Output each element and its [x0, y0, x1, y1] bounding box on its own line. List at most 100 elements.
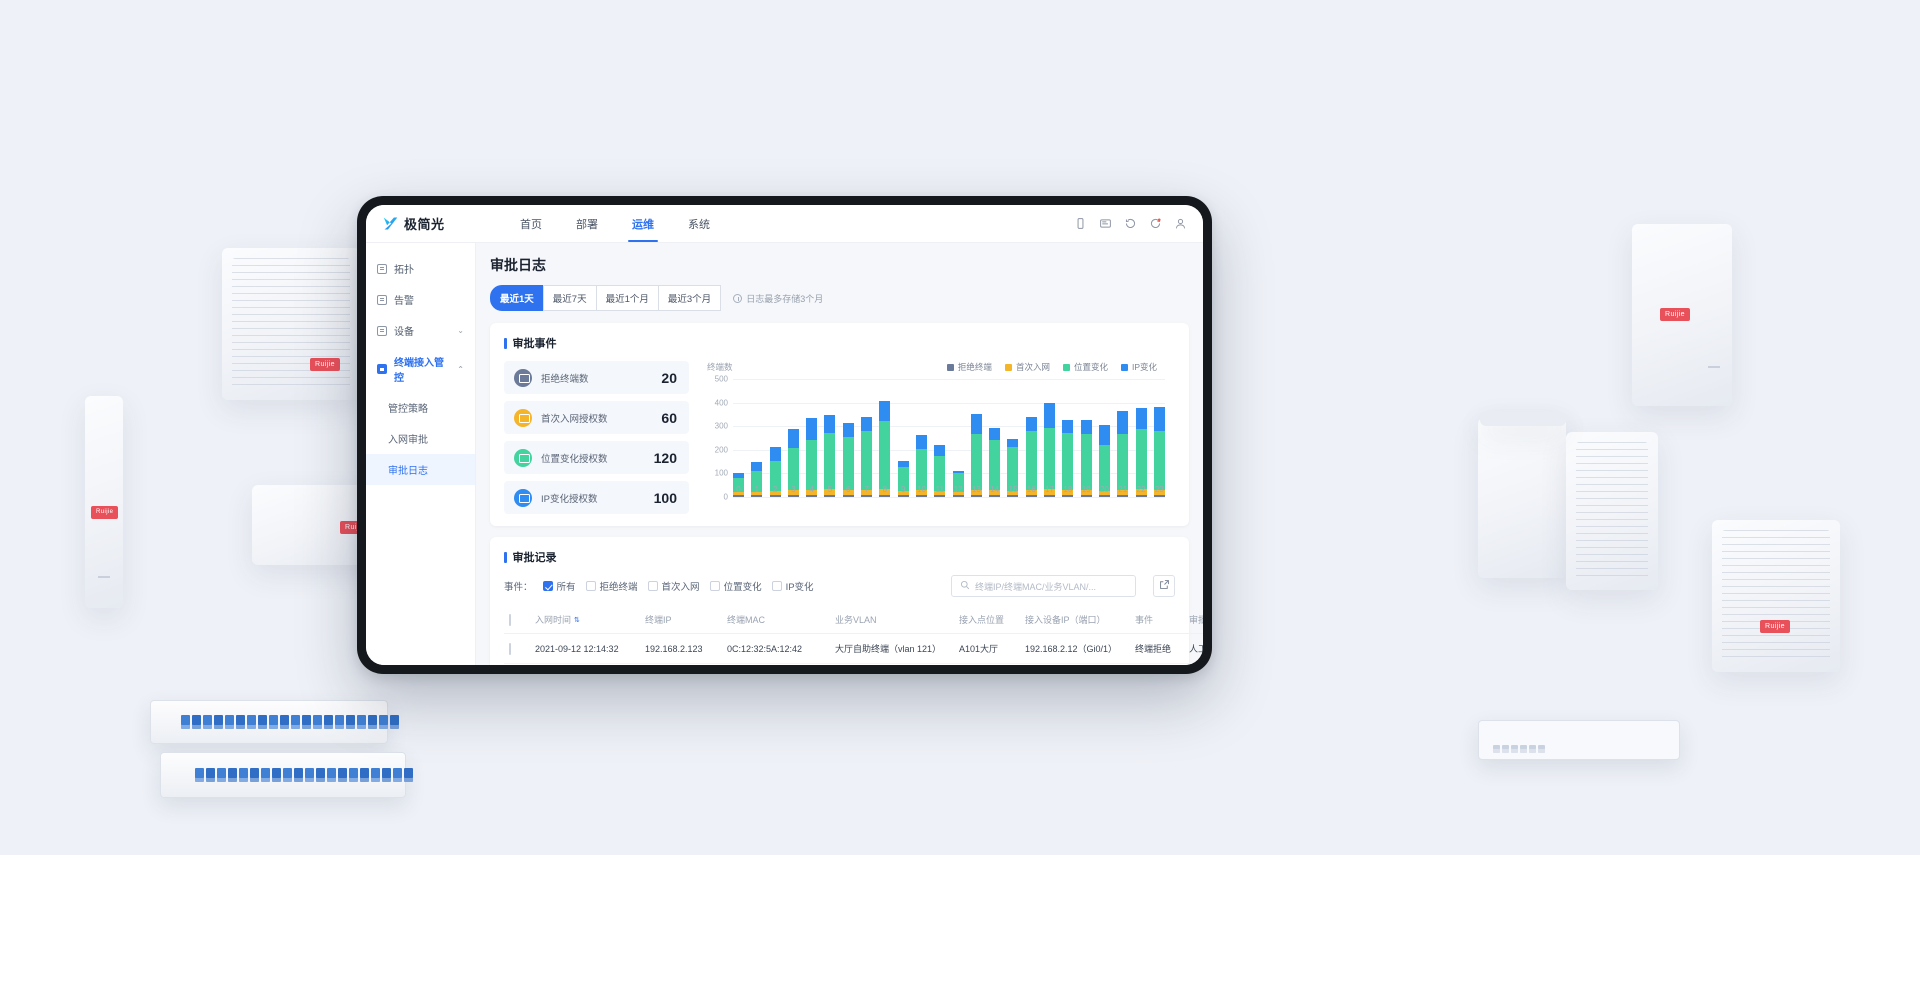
chart-bar[interactable] — [1098, 424, 1110, 497]
sidebar-subitem-policy[interactable]: 管控策略 — [388, 404, 428, 415]
legend-swatch — [1004, 363, 1012, 371]
checkbox-icon[interactable] — [509, 642, 511, 655]
user-icon[interactable] — [1174, 217, 1187, 230]
mobile-icon[interactable] — [1074, 217, 1087, 230]
cell-location: A201大厅 — [954, 663, 1020, 665]
stat-card-location-change[interactable]: 位置变化授权数 120 — [504, 441, 689, 474]
topology-icon — [377, 263, 387, 274]
sidebar-subitem-approval[interactable]: 入网审批 — [388, 435, 428, 446]
table-row[interactable]: 2021-09-12 12:14:32 192.168.2.123 0C:12:… — [504, 633, 1203, 664]
device-icon — [377, 325, 387, 336]
message-icon[interactable] — [1099, 217, 1112, 230]
chart-bar-segment — [769, 446, 781, 461]
chart-bar[interactable] — [751, 461, 763, 497]
chart-bar[interactable] — [787, 429, 799, 497]
chart-bar[interactable] — [1007, 438, 1019, 497]
chart-bar[interactable] — [915, 434, 927, 497]
sidebar-item-alarm[interactable]: 告警 — [366, 284, 475, 315]
chart-bar[interactable] — [842, 422, 854, 497]
stat-value: 60 — [661, 409, 677, 426]
legend-item[interactable]: 拒绝终端 — [946, 361, 992, 373]
checkbox-icon[interactable] — [585, 581, 596, 591]
search-input[interactable]: 终端IP/终端MAC/业务VLAN/... — [951, 575, 1136, 597]
checkbox-icon[interactable] — [771, 581, 782, 591]
nav-item-deploy[interactable]: 部署 — [576, 219, 598, 231]
row-checkbox-cell[interactable] — [504, 663, 530, 665]
ip-change-icon — [514, 488, 532, 507]
chart-bar[interactable] — [1025, 416, 1037, 497]
brand-logo[interactable]: 极简光 — [382, 214, 492, 233]
sidebar-item-device[interactable]: 设备 ⌄ — [366, 315, 475, 346]
sidebar-item-label: 设备 — [394, 327, 414, 338]
stat-card-reject[interactable]: 拒绝终端数 20 — [504, 361, 689, 394]
chart-bar[interactable] — [861, 417, 873, 497]
approval-records-table: 入网时间 ⇅ 终端IP 终端MAC 业务VLAN 接入点位置 接入设备IP（端口）… — [504, 606, 1203, 665]
chart-ytick: 0 — [723, 492, 728, 502]
select-all-cell[interactable] — [504, 606, 530, 634]
stat-card-ip-change[interactable]: IP变化授权数 100 — [504, 481, 689, 514]
export-button[interactable] — [1153, 575, 1175, 597]
chart-xtick: 0 — [736, 485, 741, 494]
filter-ip-change[interactable]: IP变化 — [771, 579, 814, 593]
product-unit-a — [1478, 418, 1566, 578]
chart-xtick: 15 — [1008, 485, 1018, 494]
chart-bar[interactable] — [824, 415, 836, 497]
refresh-icon[interactable] — [1149, 217, 1162, 230]
chart-bar[interactable] — [733, 472, 744, 497]
chart-xtick: 7 — [864, 485, 869, 494]
range-1day[interactable]: 最近1天 — [490, 285, 544, 311]
chart-bar[interactable] — [1062, 419, 1074, 497]
chart-bar[interactable] — [952, 470, 964, 497]
legend-item[interactable]: 位置变化 — [1062, 361, 1108, 373]
event-filter-row: 事件： 所有 拒绝终端 首次入网 位置变化 — [504, 575, 1175, 597]
legend-item[interactable]: 首次入网 — [1004, 361, 1050, 373]
chart-bar[interactable] — [1044, 403, 1056, 497]
chart-bar[interactable] — [806, 417, 818, 497]
range-7days[interactable]: 最近7天 — [542, 285, 597, 311]
filter-first-access[interactable]: 首次入网 — [647, 579, 700, 593]
switch-bottom — [160, 752, 413, 798]
nav-item-home[interactable]: 首页 — [520, 219, 542, 231]
checkbox-icon[interactable] — [542, 581, 553, 591]
sidebar-subitem-approval-log[interactable]: 审批日志 — [366, 454, 475, 485]
sidebar-item-terminal-access[interactable]: 终端接入管控 ⌃ — [366, 346, 475, 392]
nav-item-ops[interactable]: 运维 — [628, 206, 658, 242]
stat-card-first-access[interactable]: 首次入网授权数 60 — [504, 401, 689, 434]
info-icon — [733, 293, 743, 303]
filter-reject[interactable]: 拒绝终端 — [585, 579, 638, 593]
chart-bar[interactable] — [1135, 408, 1147, 497]
col-terminal-ip: 终端IP — [640, 606, 722, 634]
range-1month[interactable]: 最近1个月 — [595, 285, 659, 311]
chart-bar[interactable] — [1117, 411, 1129, 497]
chart-bar[interactable] — [934, 444, 946, 497]
col-time[interactable]: 入网时间 ⇅ — [530, 606, 640, 634]
cell-location: A101大厅 — [954, 633, 1020, 664]
range-3months[interactable]: 最近3个月 — [657, 285, 722, 311]
sidebar-item-topology[interactable]: 拓扑 — [366, 253, 475, 284]
filter-location-change[interactable]: 位置变化 — [709, 579, 762, 593]
checkbox-icon[interactable] — [509, 613, 511, 626]
legend-item[interactable]: IP变化 — [1120, 361, 1157, 373]
chart-bar[interactable] — [879, 400, 891, 497]
row-checkbox-cell[interactable] — [504, 633, 530, 664]
chart-bar[interactable] — [1153, 407, 1165, 497]
checkbox-icon[interactable] — [709, 581, 720, 591]
chart-bar[interactable] — [769, 446, 781, 497]
chart-bar-segment — [861, 431, 873, 491]
chart-bar[interactable] — [989, 427, 1001, 497]
cell-approval-method: 自动审批 — [1184, 663, 1203, 665]
tablet-screen: 极简光 首页 部署 运维 系统 — [366, 205, 1203, 665]
checkbox-icon[interactable] — [647, 581, 658, 591]
nav-item-system[interactable]: 系统 — [688, 219, 710, 231]
chart-bar[interactable] — [897, 461, 909, 497]
cell-time: 2021-09-12 12:14:32 — [530, 633, 640, 664]
chart-bar[interactable] — [1080, 420, 1092, 497]
legend-swatch — [1062, 363, 1070, 371]
chart-bar[interactable] — [970, 414, 982, 497]
tablet-device: 极简光 首页 部署 运维 系统 — [357, 196, 1212, 674]
table-row[interactable]: 2021-09-12 12:43:54 192.168.2.145 0C:25:… — [504, 663, 1203, 665]
sort-icon[interactable]: ⇅ — [574, 617, 580, 625]
history-icon[interactable] — [1124, 217, 1137, 230]
chart-gridline — [733, 402, 1165, 404]
filter-all[interactable]: 所有 — [542, 579, 576, 593]
